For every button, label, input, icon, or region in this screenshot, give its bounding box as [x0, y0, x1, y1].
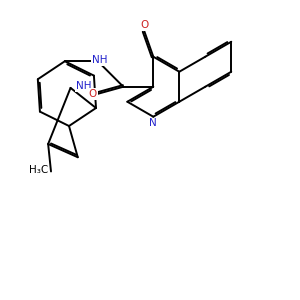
Text: NH: NH — [92, 55, 107, 65]
Text: NH: NH — [76, 81, 92, 92]
Text: N: N — [149, 118, 157, 128]
Text: O: O — [88, 89, 97, 99]
Text: H₃C: H₃C — [29, 165, 48, 175]
Text: O: O — [140, 20, 148, 30]
